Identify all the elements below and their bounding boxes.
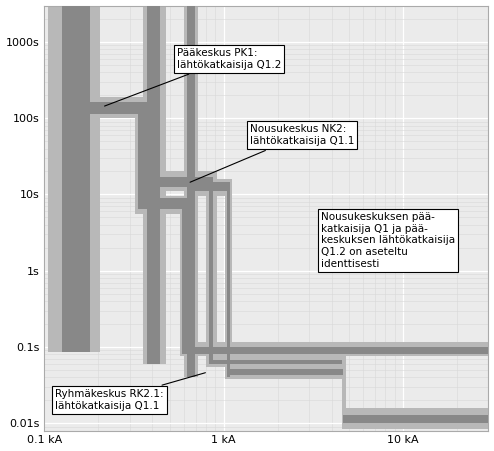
- Bar: [225, 365, 346, 379]
- Bar: [342, 365, 346, 428]
- Bar: [208, 360, 342, 364]
- Bar: [182, 347, 489, 354]
- Text: Pääkeskus PK1:
lähtökatkaisija Q1.2: Pääkeskus PK1: lähtökatkaisija Q1.2: [105, 48, 281, 106]
- Bar: [225, 179, 232, 377]
- Bar: [206, 356, 346, 367]
- Bar: [138, 101, 149, 204]
- Bar: [180, 196, 192, 352]
- Bar: [143, 5, 165, 364]
- Bar: [180, 342, 489, 356]
- Bar: [341, 347, 342, 364]
- Bar: [187, 5, 195, 377]
- Bar: [147, 5, 161, 364]
- Bar: [138, 198, 187, 209]
- Bar: [135, 97, 156, 206]
- Bar: [341, 347, 489, 350]
- Bar: [342, 408, 489, 428]
- Bar: [184, 179, 232, 196]
- Bar: [342, 342, 489, 352]
- Bar: [184, 5, 198, 377]
- Bar: [227, 182, 230, 377]
- Bar: [206, 171, 217, 364]
- Text: Nousukeskuksen pää-
katkaisija Q1 ja pää-
keskuksen lähtökatkaisija
Q1.2 on aset: Nousukeskuksen pää- katkaisija Q1 ja pää…: [321, 212, 455, 268]
- Text: Ryhmäkeskus RK2.1:
lähtökatkaisija Q1.1: Ryhmäkeskus RK2.1: lähtökatkaisija Q1.1: [55, 373, 206, 411]
- Bar: [147, 177, 213, 187]
- Bar: [343, 414, 489, 423]
- Bar: [62, 5, 90, 352]
- Bar: [48, 97, 156, 118]
- Text: Nousukeskus NK2:
lähtökatkaisija Q1.1: Nousukeskus NK2: lähtökatkaisija Q1.1: [190, 124, 354, 182]
- Bar: [187, 182, 230, 191]
- Bar: [182, 198, 187, 352]
- Bar: [62, 101, 149, 114]
- Bar: [135, 196, 192, 214]
- Bar: [208, 177, 213, 364]
- Bar: [48, 5, 100, 352]
- Bar: [342, 342, 346, 367]
- Bar: [143, 171, 217, 191]
- Bar: [227, 368, 343, 375]
